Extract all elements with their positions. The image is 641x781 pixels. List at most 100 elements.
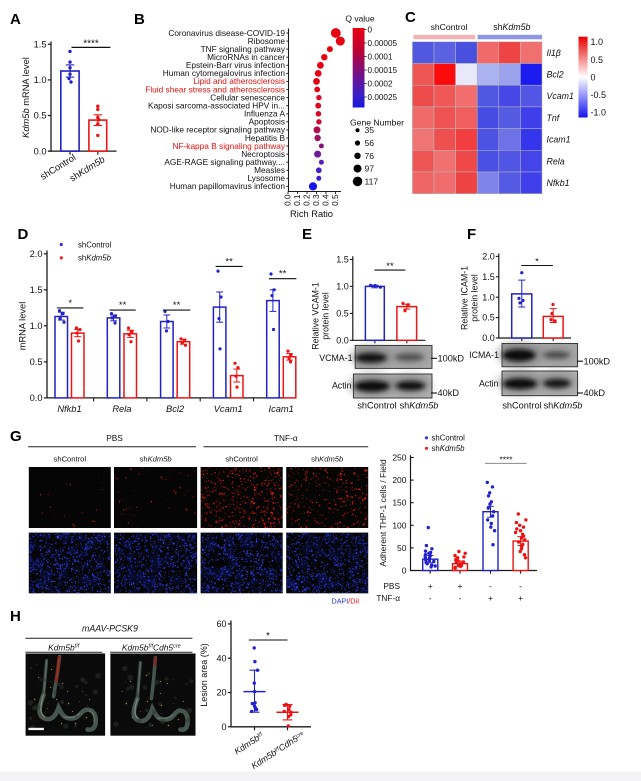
- svg-text:NOD-like receptor signaling pa: NOD-like receptor signaling pathway: [150, 125, 286, 135]
- svg-text:100kD: 100kD: [584, 356, 611, 366]
- svg-text:PBS: PBS: [106, 433, 123, 443]
- svg-text:-: -: [429, 593, 432, 603]
- svg-text:Nfkb1: Nfkb1: [57, 404, 81, 414]
- svg-text:97: 97: [365, 164, 375, 174]
- svg-text:**: **: [279, 269, 287, 280]
- svg-text:G: G: [10, 428, 22, 445]
- svg-text:VCMA-1: VCMA-1: [319, 353, 352, 363]
- svg-text:mRNA level: mRNA level: [18, 302, 28, 351]
- svg-text:Adherent THP-1 cells / Field: Adherent THP-1 cells / Field: [378, 459, 388, 567]
- svg-text:C: C: [405, 9, 416, 26]
- svg-text:**: **: [173, 300, 181, 311]
- svg-text:Vcam1: Vcam1: [547, 91, 574, 101]
- svg-text:-: -: [459, 593, 462, 603]
- svg-text:shKdm5b: shKdm5b: [432, 444, 466, 453]
- svg-text:Kdm5b mRNA level: Kdm5b mRNA level: [21, 57, 31, 138]
- svg-text:250: 250: [392, 453, 406, 463]
- svg-text:ICMA-1: ICMA-1: [469, 350, 499, 360]
- svg-text:protein level: protein level: [321, 292, 331, 339]
- svg-text:Gene Number: Gene Number: [350, 118, 404, 128]
- svg-text:0.5: 0.5: [331, 194, 340, 206]
- svg-text:shControl: shControl: [502, 401, 541, 411]
- svg-text:DAPI/DiI: DAPI/DiI: [332, 597, 360, 606]
- svg-text:100: 100: [392, 520, 406, 530]
- svg-text:-: -: [519, 581, 522, 591]
- svg-text:shControl: shControl: [431, 22, 468, 32]
- svg-text:0.0: 0.0: [482, 333, 495, 343]
- svg-text:1.0: 1.0: [336, 282, 349, 292]
- svg-text:mAAV-PCSK9: mAAV-PCSK9: [82, 624, 138, 634]
- svg-text:0.3: 0.3: [312, 194, 321, 206]
- svg-text:0.5: 0.5: [591, 55, 604, 65]
- svg-text:shKdm5b: shKdm5b: [400, 401, 439, 411]
- svg-text:Q value: Q value: [345, 14, 375, 24]
- svg-text:Ribosome: Ribosome: [248, 36, 286, 46]
- svg-text:20: 20: [216, 688, 226, 698]
- svg-text:Bcl2: Bcl2: [166, 404, 185, 414]
- svg-text:+: +: [488, 593, 493, 603]
- svg-text:Kdm5bf/fCdh5cre: Kdm5bf/fCdh5cre: [122, 642, 181, 652]
- svg-text:0.5: 0.5: [30, 357, 43, 367]
- svg-text:1.5: 1.5: [482, 272, 495, 282]
- svg-text:H: H: [10, 608, 21, 625]
- svg-text:Necroptosis: Necroptosis: [241, 149, 285, 159]
- svg-text:200: 200: [392, 475, 406, 485]
- svg-text:F: F: [467, 226, 476, 243]
- svg-text:Rich Ratio: Rich Ratio: [290, 209, 333, 219]
- svg-text:56: 56: [365, 138, 375, 148]
- svg-text:0.0001: 0.0001: [368, 52, 393, 61]
- svg-text:D: D: [18, 226, 29, 243]
- svg-text:150: 150: [392, 498, 406, 508]
- svg-text:2.0: 2.0: [482, 252, 495, 262]
- svg-text:35: 35: [365, 125, 375, 135]
- svg-text:Icam1: Icam1: [269, 404, 294, 414]
- svg-text:76: 76: [365, 151, 375, 161]
- svg-text:0: 0: [221, 722, 226, 732]
- svg-text:40: 40: [216, 653, 226, 663]
- svg-text:****: ****: [499, 454, 513, 464]
- svg-text:B: B: [134, 11, 145, 28]
- svg-text:TNF-α: TNF-α: [376, 593, 400, 603]
- svg-text:*: *: [68, 298, 72, 309]
- svg-text:MicroRNAs in cancer: MicroRNAs in cancer: [207, 52, 285, 62]
- svg-text:shKdm5b: shKdm5b: [544, 401, 583, 411]
- svg-text:0.00025: 0.00025: [368, 93, 398, 102]
- svg-text:Nfkb1: Nfkb1: [547, 178, 570, 188]
- svg-text:shControl: shControl: [357, 401, 396, 411]
- svg-text:shControl: shControl: [225, 454, 258, 463]
- svg-text:+: +: [458, 581, 463, 591]
- svg-text:Rela: Rela: [112, 404, 131, 414]
- svg-text:Fluid shear stress and atheros: Fluid shear stress and atherosclerosis: [145, 84, 285, 94]
- svg-text:0.5: 0.5: [482, 313, 495, 323]
- svg-text:E: E: [302, 226, 312, 243]
- svg-text:AGE-RAGE signaling pathway....: AGE-RAGE signaling pathway....: [164, 157, 285, 167]
- svg-text:-: -: [489, 581, 492, 591]
- svg-text:Kdm5bf/f: Kdm5bf/f: [48, 642, 80, 652]
- svg-text:Epstein-Barr virus infection: Epstein-Barr virus infection: [186, 60, 286, 70]
- svg-text:shKdm5b: shKdm5b: [78, 254, 112, 263]
- svg-text:Bcl2: Bcl2: [547, 70, 564, 80]
- svg-text:Actin: Actin: [479, 379, 499, 389]
- svg-text:TNF signaling pathway: TNF signaling pathway: [201, 44, 286, 54]
- svg-text:0: 0: [368, 25, 373, 34]
- svg-text:0.5: 0.5: [336, 309, 349, 319]
- svg-text:Hepatitis B: Hepatitis B: [245, 133, 286, 143]
- svg-text:TNF-α: TNF-α: [274, 433, 298, 443]
- svg-text:40kD: 40kD: [584, 388, 606, 398]
- svg-text:Lipid and atherosclerosis: Lipid and atherosclerosis: [193, 76, 285, 86]
- svg-text:Measles: Measles: [254, 165, 285, 175]
- svg-text:shControl: shControl: [78, 240, 112, 249]
- svg-text:0.2: 0.2: [303, 194, 312, 206]
- svg-text:+: +: [518, 593, 523, 603]
- svg-text:shKdm5b: shKdm5b: [493, 22, 530, 32]
- svg-text:0.00005: 0.00005: [368, 39, 398, 48]
- svg-text:1.0: 1.0: [591, 37, 604, 47]
- svg-text:1.0: 1.0: [482, 292, 495, 302]
- svg-text:**: **: [119, 300, 127, 311]
- svg-text:Human papillomavirus infection: Human papillomavirus infection: [170, 181, 286, 191]
- svg-text:Il1β: Il1β: [547, 48, 561, 58]
- svg-text:Tnf: Tnf: [547, 113, 561, 123]
- svg-text:+: +: [428, 581, 433, 591]
- svg-text:shControl: shControl: [54, 454, 87, 463]
- svg-text:Apoptosis: Apoptosis: [249, 117, 285, 127]
